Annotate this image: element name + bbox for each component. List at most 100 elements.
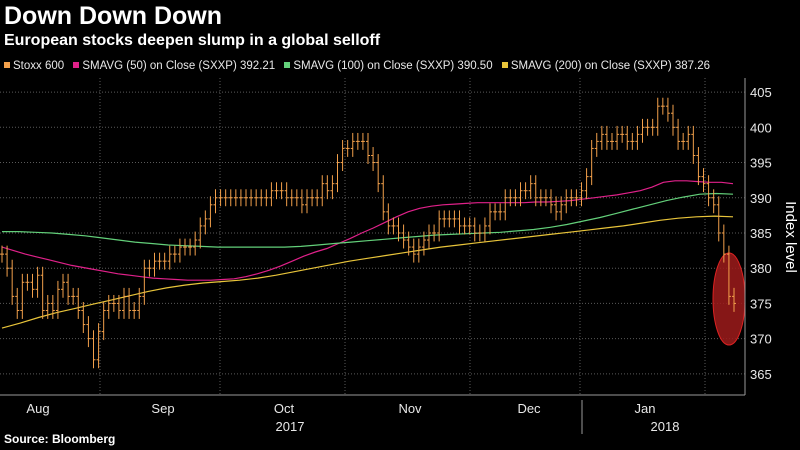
price-bar [518, 182, 523, 207]
price-bar [706, 175, 711, 207]
price-bar [477, 224, 482, 242]
price-bar [625, 125, 630, 150]
price-bar [320, 175, 325, 207]
price-bar [640, 118, 645, 143]
price-bar [411, 238, 416, 263]
price-bar [427, 224, 431, 249]
price-bar [30, 273, 35, 298]
price-bar [732, 287, 736, 312]
price-bar [183, 238, 187, 256]
series-sma50 [1, 180, 734, 281]
legend-label-stoxx: Stoxx 600 [13, 60, 65, 72]
legend-label-sma100: SMAVG (100) on Close (SXXP) 390.50 [293, 60, 493, 72]
legend-item-stoxx: Stoxx 600 [4, 60, 64, 72]
price-bar [549, 189, 553, 214]
price-bar [101, 302, 106, 341]
price-bar [513, 189, 518, 207]
price-bar [503, 189, 508, 221]
price-bar [543, 189, 548, 207]
price-bar [330, 175, 335, 200]
price-bar [284, 182, 289, 207]
price-bar [650, 118, 655, 136]
price-bar [569, 189, 574, 207]
price-bar [447, 210, 452, 228]
price-bar [223, 189, 228, 207]
series-sma100 [2, 192, 734, 248]
price-bar [274, 182, 279, 200]
price-bar [579, 182, 584, 207]
price-bar [630, 132, 635, 150]
price-bar [132, 302, 137, 319]
price-bar [305, 189, 309, 214]
y-tick-label: 380 [750, 261, 772, 276]
price-bar [76, 287, 81, 319]
price-bar [386, 203, 391, 235]
legend-item-sma100: SMAVG (100) on Close (SXXP) 390.50 [284, 60, 493, 72]
price-bar [355, 132, 360, 150]
price-bar [10, 259, 15, 305]
price-bar [142, 259, 147, 305]
price-bar [391, 217, 396, 235]
legend-swatch-sma50 [73, 62, 80, 68]
price-bar [457, 210, 462, 235]
price-bar [294, 189, 299, 207]
price-bar [442, 210, 447, 228]
price-bar [559, 196, 564, 221]
price-bar [711, 189, 716, 214]
source-note: Source: Bloomberg [4, 432, 116, 446]
price-bar [701, 168, 706, 193]
price-bar [523, 182, 528, 200]
price-bar [96, 323, 101, 369]
price-bar [437, 210, 442, 242]
price-bar [691, 125, 696, 164]
price-bar [315, 189, 320, 207]
price-bar [157, 252, 162, 270]
chart-subtitle: European stocks deepen slump in a global… [4, 32, 381, 49]
price-bar [366, 132, 370, 164]
price-bar [127, 287, 132, 319]
legend-label-sma50: SMAVG (50) on Close (SXXP) 392.21 [82, 60, 276, 72]
price-bar [472, 217, 477, 242]
price-bar [208, 196, 213, 228]
price-bar [421, 231, 426, 256]
y-tick-label: 385 [750, 226, 772, 241]
price-bar [488, 203, 492, 235]
price-bar [152, 252, 157, 277]
price-bar [228, 189, 233, 207]
price-bar [528, 175, 533, 200]
price-bar [401, 224, 406, 249]
price-bar [467, 217, 472, 235]
x-tick-label: Sep [151, 401, 174, 416]
price-bar [350, 132, 355, 157]
price-bar [45, 294, 50, 319]
price-bar [299, 189, 304, 214]
price-bar [167, 245, 172, 270]
price-bar [188, 238, 193, 256]
price-bar [508, 189, 513, 207]
price-bar [584, 168, 589, 200]
price-bar [660, 97, 665, 115]
y-tick-label: 390 [750, 191, 772, 206]
price-bar [259, 189, 264, 207]
legend-item-sma50: SMAVG (50) on Close (SXXP) 392.21 [73, 60, 275, 72]
price-bar [0, 245, 4, 263]
price-bar [533, 175, 538, 207]
y-axis-title: Index level [782, 201, 799, 273]
price-bar [244, 189, 248, 207]
price-bar [238, 189, 243, 207]
price-bar [589, 139, 594, 186]
price-bar [61, 273, 65, 298]
price-bar [655, 97, 660, 136]
x-tick-label: Dec [517, 401, 541, 416]
price-bar [289, 189, 294, 207]
price-bar [111, 294, 116, 312]
price-bar [371, 147, 376, 171]
chart-legend: Stoxx 600 SMAVG (50) on Close (SXXP) 392… [4, 60, 716, 72]
price-bar [574, 189, 579, 207]
price-bar [721, 224, 726, 263]
price-bar [416, 238, 421, 263]
price-bar [55, 280, 60, 319]
legend-swatch-sma200 [501, 62, 508, 68]
price-bar [716, 196, 721, 242]
price-bar [635, 125, 640, 150]
